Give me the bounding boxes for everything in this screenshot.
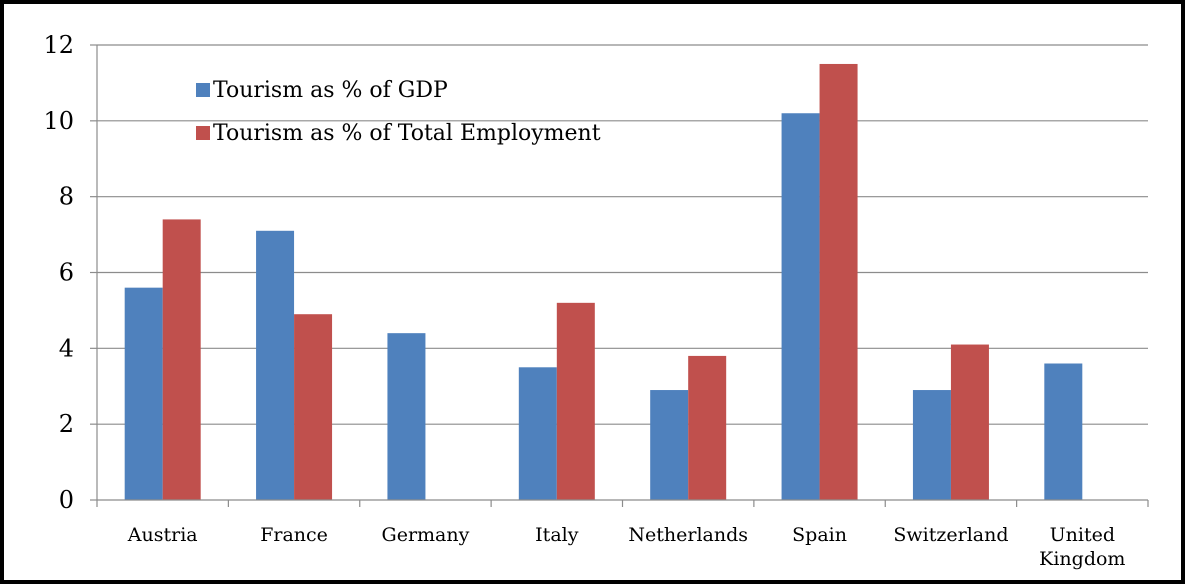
bar-employment-france <box>294 314 333 500</box>
y-tick-labels: 0 2 4 6 8 10 12 <box>43 31 74 514</box>
x-category-label: United <box>1050 524 1115 546</box>
x-category-label: Germany <box>382 524 470 546</box>
bar-employment-netherlands <box>688 355 727 500</box>
x-category-label: Austria <box>127 524 198 546</box>
bar-gdp-germany <box>387 333 426 500</box>
y-tick-label: 6 <box>59 259 74 287</box>
bar-employment-austria <box>162 219 201 500</box>
bar-gdp-spain <box>781 113 820 500</box>
y-tick-label: 2 <box>59 410 74 438</box>
bar-employment-italy <box>556 302 595 500</box>
bar-gdp-france <box>256 230 295 500</box>
x-category-label: Spain <box>792 524 847 546</box>
y-tick-label: 0 <box>59 486 74 514</box>
legend-label-employment: Tourism as % of Total Employment <box>213 121 601 146</box>
x-category-label: Kingdom <box>1039 548 1125 570</box>
y-tick-label: 4 <box>59 334 74 362</box>
x-category-label: France <box>260 524 328 546</box>
bar-employment-switzerland <box>950 344 989 500</box>
y-tick-label: 8 <box>59 183 74 211</box>
legend-label-gdp: Tourism as % of GDP <box>213 78 448 103</box>
bar-gdp-austria <box>124 287 163 500</box>
axes <box>90 44 1149 507</box>
x-category-label: Switzerland <box>893 524 1008 546</box>
y-tick-label: 10 <box>43 107 74 135</box>
x-category-label: Netherlands <box>628 524 748 546</box>
x-category-label: Italy <box>535 524 579 546</box>
bars <box>124 63 1083 500</box>
x-category-labels: Austria France Germany Italy Netherlands Spai… <box>127 524 1126 570</box>
legend: Tourism as % of GDP Tourism as % of Total… <box>196 78 601 146</box>
legend-swatch-gdp <box>196 83 210 97</box>
bar-gdp-netherlands <box>650 390 689 500</box>
bar-gdp-united-kingdom <box>1044 363 1083 500</box>
y-tick-label: 12 <box>43 31 74 59</box>
legend-swatch-employment <box>196 126 210 140</box>
bar-gdp-switzerland <box>912 390 951 500</box>
bar-employment-spain <box>819 63 858 500</box>
bar-gdp-italy <box>518 367 557 500</box>
bar-chart: 0 2 4 6 8 10 12 Austria France Germany Italy Nethe… <box>43 31 1149 570</box>
